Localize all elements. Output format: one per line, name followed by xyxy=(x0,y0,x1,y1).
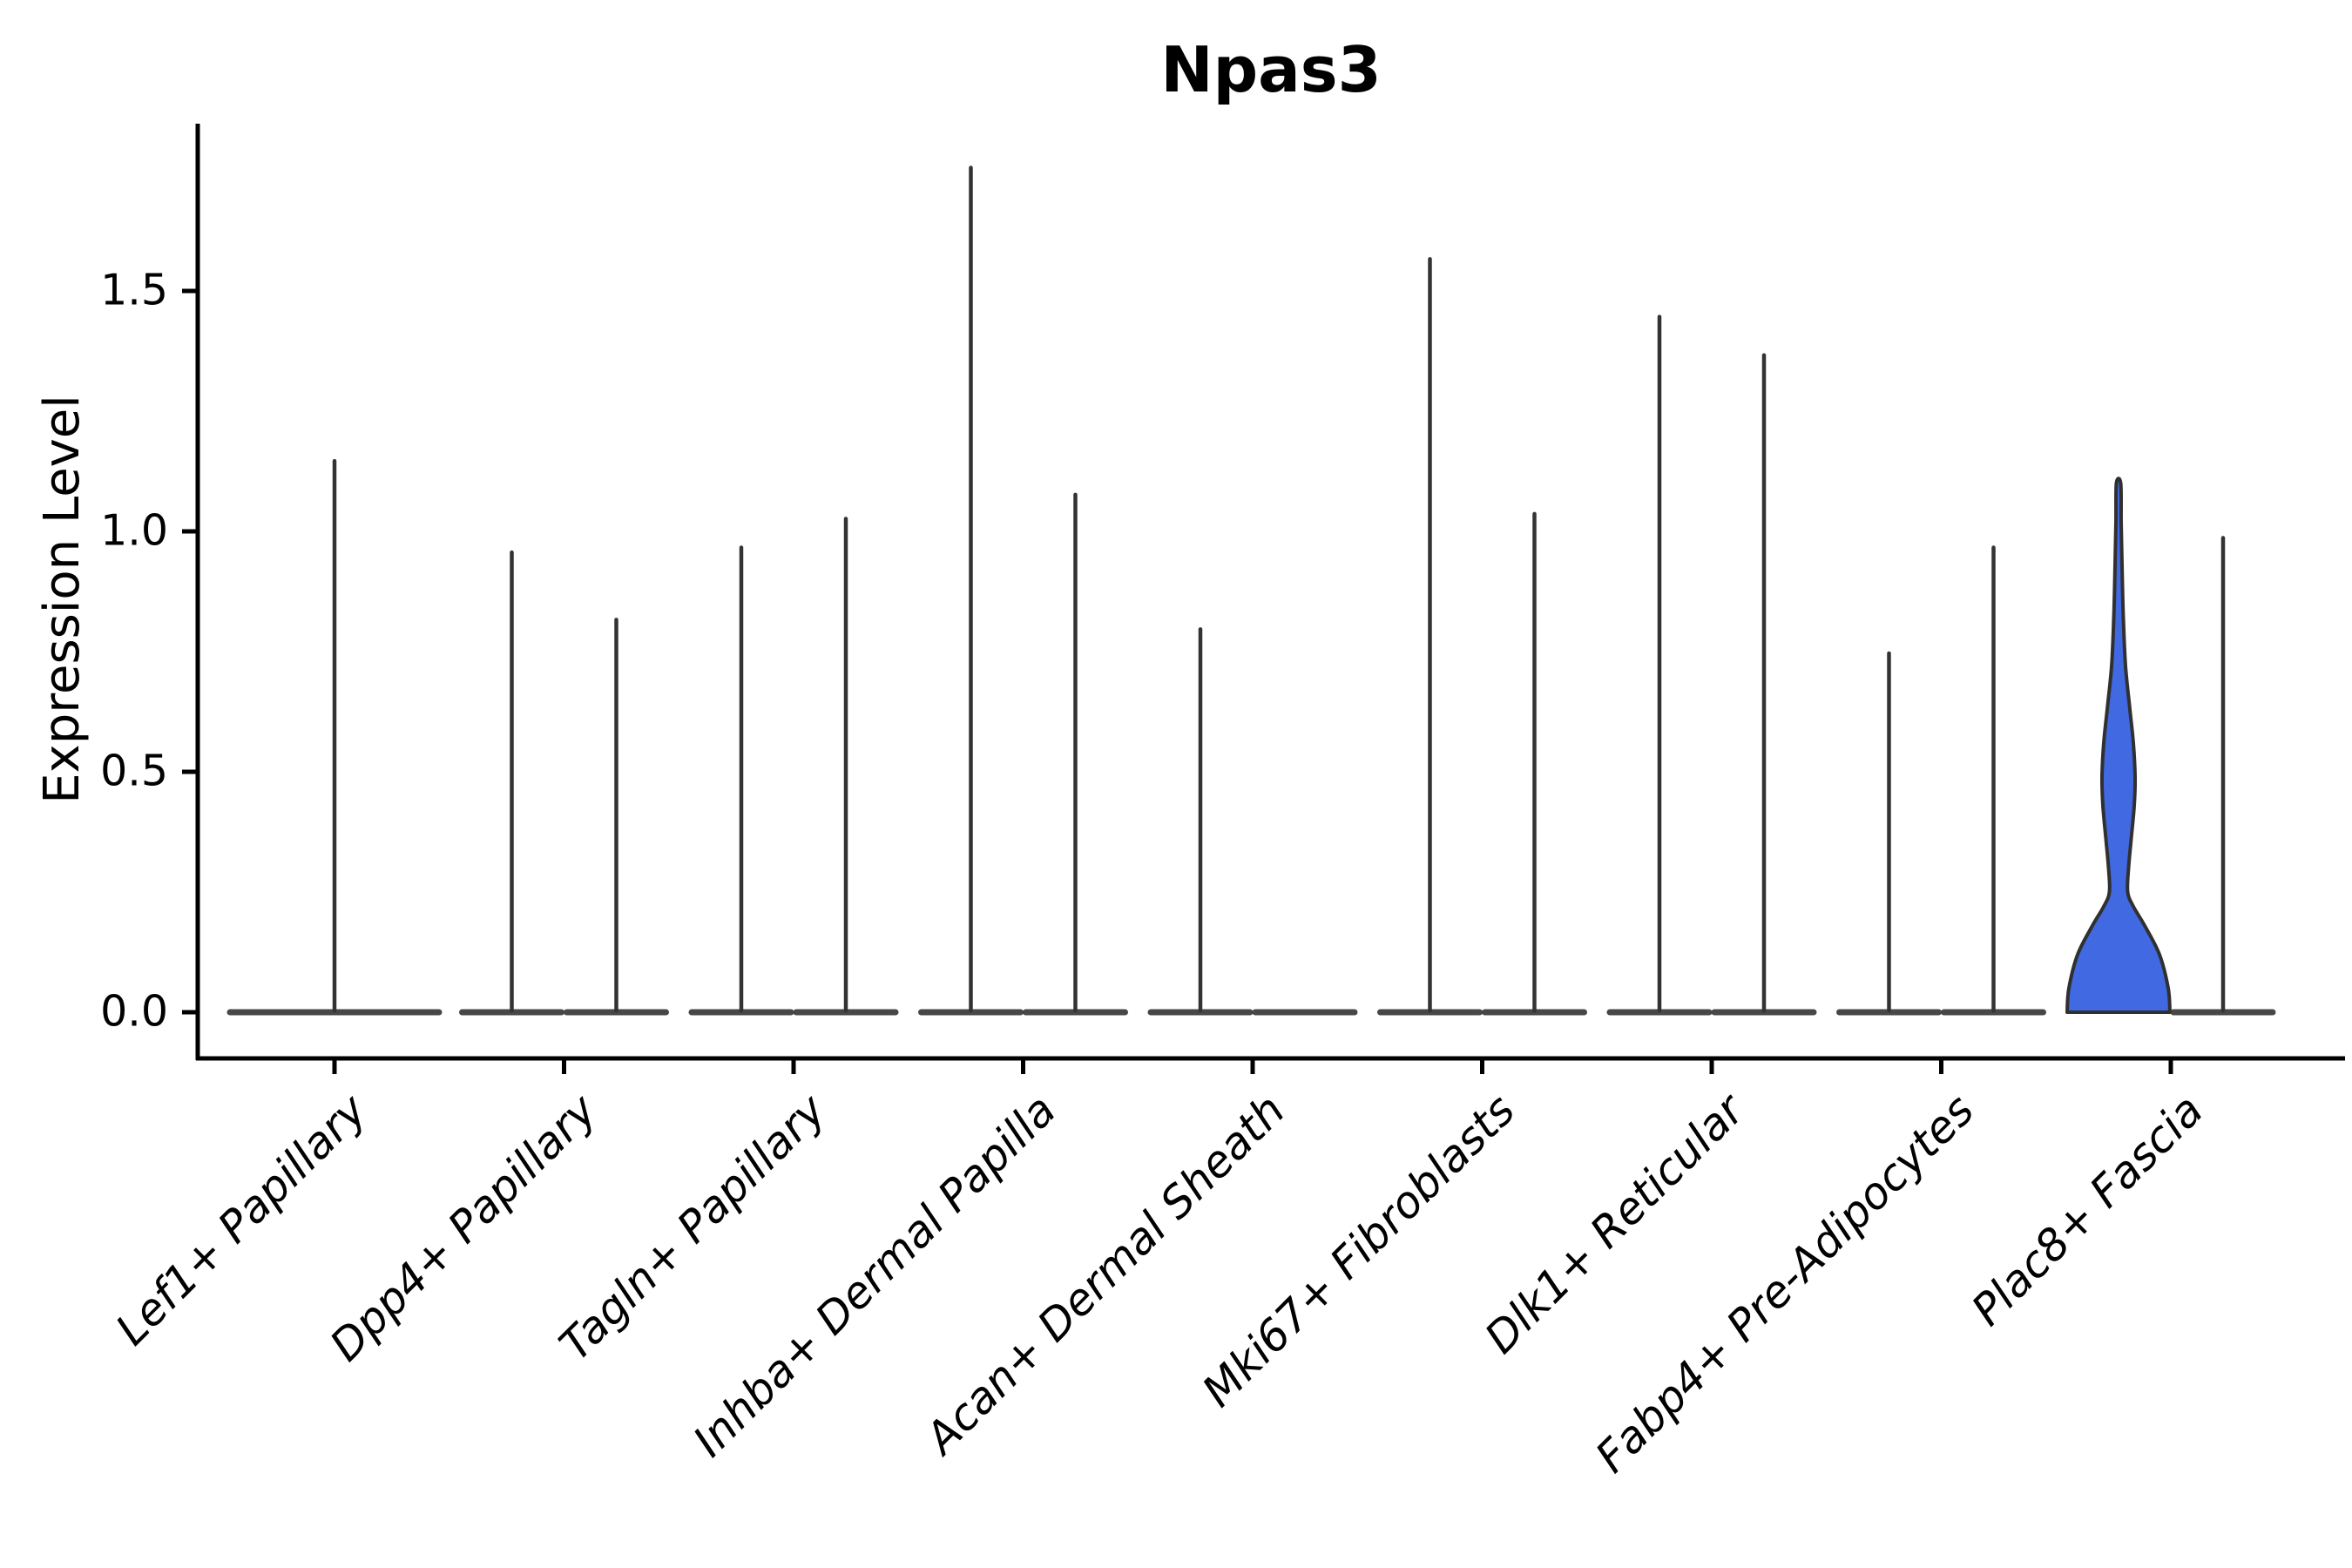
y-tick-label: 0.0 xyxy=(100,986,168,1037)
plot-title: Npas3 xyxy=(1160,33,1382,106)
y-tick-label: 1.0 xyxy=(100,505,168,556)
y-tick-label: 0.5 xyxy=(100,746,168,796)
y-tick-label: 1.5 xyxy=(100,265,168,315)
violin-Plac8+ Fascia-highlighted xyxy=(2065,476,2172,1014)
